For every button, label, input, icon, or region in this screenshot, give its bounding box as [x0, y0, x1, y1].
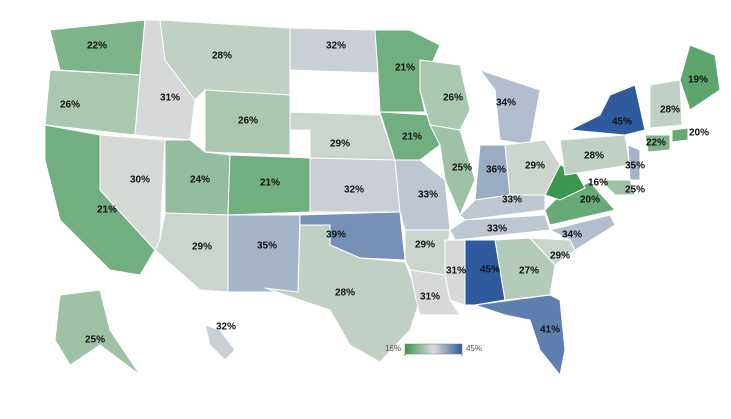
data-label: 22%: [646, 138, 666, 149]
data-label: 35%: [257, 241, 277, 252]
region: [478, 69, 541, 146]
data-label: 29%: [192, 242, 212, 253]
data-label: 21%: [402, 132, 422, 143]
region: [404, 229, 451, 276]
data-label: 29%: [415, 240, 435, 251]
region: [374, 29, 441, 113]
data-label: 26%: [60, 100, 80, 111]
data-label: 19%: [688, 75, 708, 86]
data-label: 20%: [689, 128, 709, 139]
data-label: 24%: [190, 175, 210, 186]
data-label: 32%: [326, 41, 346, 52]
region: [449, 214, 551, 241]
data-label: 28%: [212, 51, 232, 62]
data-label: 36%: [486, 165, 506, 176]
data-label: 26%: [238, 116, 258, 127]
data-label: 35%: [625, 161, 645, 172]
data-label: 20%: [580, 195, 600, 206]
data-label: 45%: [480, 265, 500, 276]
region: [204, 324, 236, 361]
region: [444, 239, 466, 306]
data-label: 28%: [335, 288, 355, 299]
data-label: 22%: [87, 41, 107, 52]
data-label: 39%: [326, 230, 346, 241]
data-label: 21%: [260, 178, 280, 189]
data-label: 26%: [443, 93, 463, 104]
region: [649, 79, 683, 129]
data-label: 16%: [588, 178, 608, 189]
region: [494, 237, 556, 301]
region: [474, 294, 566, 377]
colorbar-tick-label: 16%: [385, 344, 401, 353]
data-label: 25%: [452, 163, 472, 174]
data-label: 21%: [97, 205, 117, 216]
region: [379, 111, 441, 161]
data-label: 32%: [344, 185, 364, 196]
data-label: 34%: [562, 230, 582, 241]
data-label: 29%: [330, 139, 350, 150]
region: [289, 111, 396, 161]
data-label: 27%: [519, 266, 539, 277]
data-label: 31%: [420, 292, 440, 303]
region: [627, 144, 641, 181]
data-label: 32%: [216, 322, 236, 333]
data-label: 31%: [446, 266, 466, 277]
data-label: 33%: [418, 190, 438, 201]
data-label: 30%: [130, 175, 150, 186]
data-label: 29%: [550, 251, 570, 262]
colorbar-tick-label: 45%: [466, 344, 482, 353]
data-label: 28%: [660, 105, 680, 116]
data-label: 33%: [487, 224, 507, 235]
data-label: 21%: [395, 63, 415, 74]
region: [204, 89, 291, 156]
region: [679, 44, 721, 111]
region: [644, 134, 671, 153]
no-data-region: [289, 69, 381, 116]
region: [264, 224, 421, 363]
data-label: 28%: [584, 151, 604, 162]
data-label: 34%: [496, 98, 516, 109]
region: [568, 84, 646, 136]
data-label: 41%: [540, 325, 560, 336]
region: [598, 179, 636, 196]
data-label: 33%: [502, 195, 522, 206]
region: [548, 214, 616, 251]
data-label: 29%: [525, 161, 545, 172]
data-label: 25%: [625, 185, 645, 196]
region: [227, 214, 301, 293]
region: [54, 289, 141, 376]
data-label: 31%: [160, 93, 180, 104]
data-label: 45%: [612, 117, 632, 128]
data-label: 25%: [85, 335, 105, 346]
colorbar: [404, 343, 463, 355]
region: [671, 127, 689, 143]
